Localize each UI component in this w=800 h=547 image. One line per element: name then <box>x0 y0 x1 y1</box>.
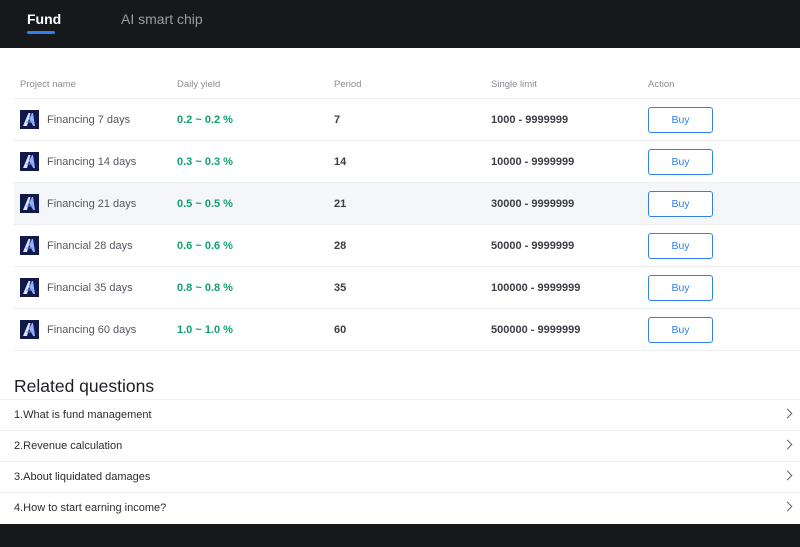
question-item[interactable]: 4.How to start earning income? <box>0 492 800 523</box>
related-questions-title: Related questions <box>14 376 155 396</box>
daily-yield: 0.5 ~ 0.5 % <box>177 198 233 210</box>
project-name: Financing 7 days <box>47 114 131 126</box>
header-action: Action <box>648 79 675 90</box>
buy-button[interactable]: Buy <box>648 317 713 343</box>
question-label: 4.How to start earning income? <box>14 502 167 514</box>
project-name: Financing 60 days <box>47 324 137 336</box>
project-name: Financial 28 days <box>47 240 133 252</box>
chevron-right-icon <box>782 408 793 419</box>
daily-yield: 0.3 ~ 0.3 % <box>177 156 233 168</box>
period: 14 <box>334 156 347 168</box>
footer-bar <box>0 524 800 547</box>
fund-table: Project name Daily yield Period Single l… <box>14 66 800 351</box>
single-limit: 30000 - 9999999 <box>491 198 575 210</box>
header-single-limit: Single limit <box>491 79 537 90</box>
chevron-right-icon <box>782 439 793 450</box>
single-limit: 100000 - 9999999 <box>491 282 581 294</box>
project-name: Financing 14 days <box>47 156 137 168</box>
table-header: Project name Daily yield Period Single l… <box>14 66 800 99</box>
brand-logo-icon <box>20 236 39 255</box>
buy-button[interactable]: Buy <box>648 275 713 301</box>
buy-button[interactable]: Buy <box>648 107 713 133</box>
top-navigation-bar: Fund AI smart chip <box>0 0 800 48</box>
question-item[interactable]: 2.Revenue calculation <box>0 430 800 461</box>
single-limit: 500000 - 9999999 <box>491 324 581 336</box>
question-label: 2.Revenue calculation <box>14 440 123 452</box>
daily-yield: 0.6 ~ 0.6 % <box>177 240 233 252</box>
table-row: Financial 28 days 0.6 ~ 0.6 % 28 50000 - 99… <box>14 225 800 267</box>
header-project-name: Project name <box>20 79 76 90</box>
buy-button[interactable]: Buy <box>648 191 713 217</box>
active-tab-indicator <box>27 31 55 34</box>
daily-yield: 0.2 ~ 0.2 % <box>177 114 233 126</box>
daily-yield: 1.0 ~ 1.0 % <box>177 324 233 336</box>
chevron-right-icon <box>782 470 793 481</box>
period: 35 <box>334 282 347 294</box>
question-item[interactable]: 1.What is fund management <box>0 399 800 430</box>
single-limit: 10000 - 9999999 <box>491 156 575 168</box>
brand-logo-icon <box>20 278 39 297</box>
question-label: 1.What is fund management <box>14 409 152 421</box>
daily-yield: 0.8 ~ 0.8 % <box>177 282 233 294</box>
buy-button[interactable]: Buy <box>648 149 713 175</box>
brand-logo-icon <box>20 110 39 129</box>
table-row: Financial 35 days 0.8 ~ 0.8 % 35 100000 - 9… <box>14 267 800 309</box>
period: 7 <box>334 114 341 126</box>
header-period: Period <box>334 79 362 90</box>
brand-logo-icon <box>20 194 39 213</box>
tab-fund[interactable]: Fund <box>27 11 62 27</box>
single-limit: 50000 - 9999999 <box>491 240 575 252</box>
project-name: Financing 21 days <box>47 198 137 210</box>
buy-button[interactable]: Buy <box>648 233 713 259</box>
brand-logo-icon <box>20 152 39 171</box>
period: 28 <box>334 240 347 252</box>
header-daily-yield: Daily yield <box>177 79 221 90</box>
chevron-right-icon <box>782 501 793 512</box>
table-row: Financing 21 days 0.5 ~ 0.5 % 21 30000 - 99… <box>14 183 800 225</box>
question-item[interactable]: 3.About liquidated damages <box>0 461 800 492</box>
question-label: 3.About liquidated damages <box>14 471 151 483</box>
tab-ai-smart-chip[interactable]: AI smart chip <box>121 11 203 27</box>
table-row: Financing 14 days 0.3 ~ 0.3 % 14 10000 - 99… <box>14 141 800 183</box>
table-row: Financing 7 days 0.2 ~ 0.2 % 7 1000 - 99999… <box>14 99 800 141</box>
project-name: Financial 35 days <box>47 282 133 294</box>
table-row: Financing 60 days 1.0 ~ 1.0 % 60 500000 - 9… <box>14 309 800 351</box>
period: 21 <box>334 198 347 210</box>
brand-logo-icon <box>20 320 39 339</box>
period: 60 <box>334 324 347 336</box>
single-limit: 1000 - 9999999 <box>491 114 569 126</box>
